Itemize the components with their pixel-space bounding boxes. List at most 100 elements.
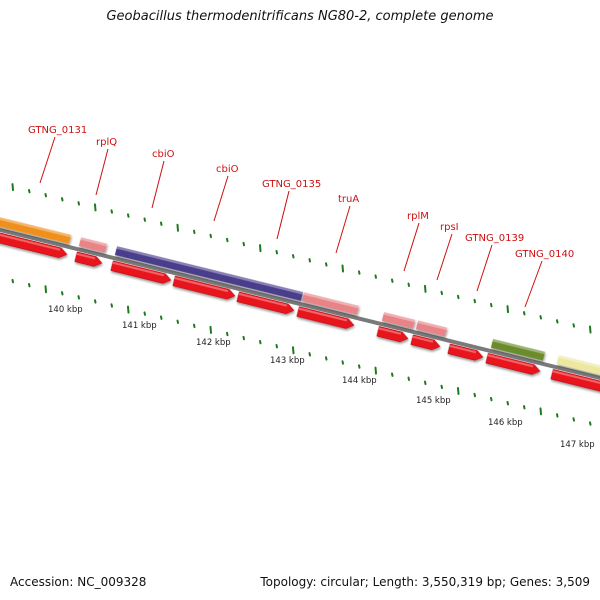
inner-tick [259,339,262,345]
gene-label-leader [476,244,493,292]
outer-tick [143,217,146,222]
gene-label: rplQ [96,137,117,148]
gene-feature-shine [492,338,546,355]
outer-tick [325,262,328,267]
gene-label-leader [276,190,290,240]
outer-tick [308,258,311,263]
gene-label-leader [151,160,165,209]
gene-feature [78,237,108,253]
cds-arrow [447,343,484,361]
cds-arrow [172,275,236,300]
outer-tick [176,223,179,232]
scale-label: 143 kbp [270,356,305,366]
outer-tick-marks [11,183,592,334]
gene-label: GTNG_0135 [262,179,321,190]
inner-tick [572,417,575,422]
scale-label: 140 kbp [48,305,83,315]
gene-feature-shape [78,237,108,253]
gene-feature-shape [415,320,448,337]
cds-arrow-shine [449,344,477,354]
cds-features [0,231,600,393]
outer-tick [572,323,575,328]
inner-tick [325,356,328,361]
cds-arrow-shine [238,292,288,307]
cds-arrow [376,326,409,343]
outer-tick [77,201,80,206]
inner-tick [391,372,394,377]
gene-label: cbiO [216,164,239,175]
cds-arrow [74,251,103,267]
scale-label: 146 kbp [488,418,523,428]
inner-tick [341,360,344,365]
outer-tick [226,237,229,243]
outer-tick [341,264,344,273]
inner-tick [473,392,476,398]
inner-tick [292,346,295,355]
gene-label: GTNG_0140 [515,249,574,260]
inner-tick [94,299,97,304]
inner-tick [193,323,196,329]
scale-label: 147 kbp [560,440,595,450]
outer-tick [209,233,212,239]
gene-feature-shape [0,216,72,244]
outer-tick [11,183,14,192]
inner-tick [44,285,47,294]
outer-tick [193,229,196,235]
gene-feature-shine [303,292,360,309]
cds-arrow-shine [487,354,534,368]
outer-tick [242,241,245,247]
inner-tick [226,331,229,337]
gene-feature [381,312,416,329]
inner-tick [308,352,311,357]
outer-tick [275,250,278,255]
gene-label: cbiO [152,149,175,160]
outer-tick [556,319,559,324]
outer-tick [28,188,31,194]
gene-feature-shape [556,355,600,378]
scale-label: 141 kbp [122,321,157,331]
inner-tick [506,400,509,406]
gene-feature [301,292,360,315]
gene-label: rplM [407,211,429,222]
inner-tick [28,282,31,288]
outer-tick [490,302,493,308]
outer-tick [473,298,476,304]
cds-arrow [0,231,68,258]
gene-feature-shape [301,292,360,315]
inner-tick [374,366,377,375]
gene-feature-shape [381,312,416,329]
inner-tick [424,380,427,386]
inner-tick [209,325,212,334]
scale-label: 142 kbp [196,338,231,348]
outer-tick [110,209,113,214]
gene-feature [114,246,304,301]
scale-label: 145 kbp [416,396,451,406]
inner-tick [77,295,80,300]
inner-tick [242,335,245,341]
cds-arrow [110,260,172,284]
inner-tick [110,303,113,308]
outer-tick [523,311,526,316]
cds-arrow [236,291,295,314]
inner-tick [61,291,64,296]
inner-tick [589,421,592,426]
gene-label-leader [403,222,420,272]
gene-label: truA [338,194,359,205]
gene-feature [0,216,72,244]
inner-tick [440,384,443,390]
backbone [0,227,600,381]
backbone-line [0,227,600,381]
gene-feature-shine [383,312,416,323]
cds-arrow-shine [0,232,61,251]
outer-tick [127,213,130,218]
genome-summary-text: Topology: circular; Length: 3,550,319 bp… [260,575,590,589]
map-title: Geobacillus thermodenitrificans NG80-2, … [106,9,494,24]
inner-tick-marks [11,278,592,426]
cds-arrow-shine [412,335,434,343]
outer-tick [391,278,394,283]
accession-text: Accession: NC_009328 [10,575,147,589]
inner-tick [490,396,493,402]
outer-tick [374,274,377,279]
gene-feature-shine [417,320,448,331]
